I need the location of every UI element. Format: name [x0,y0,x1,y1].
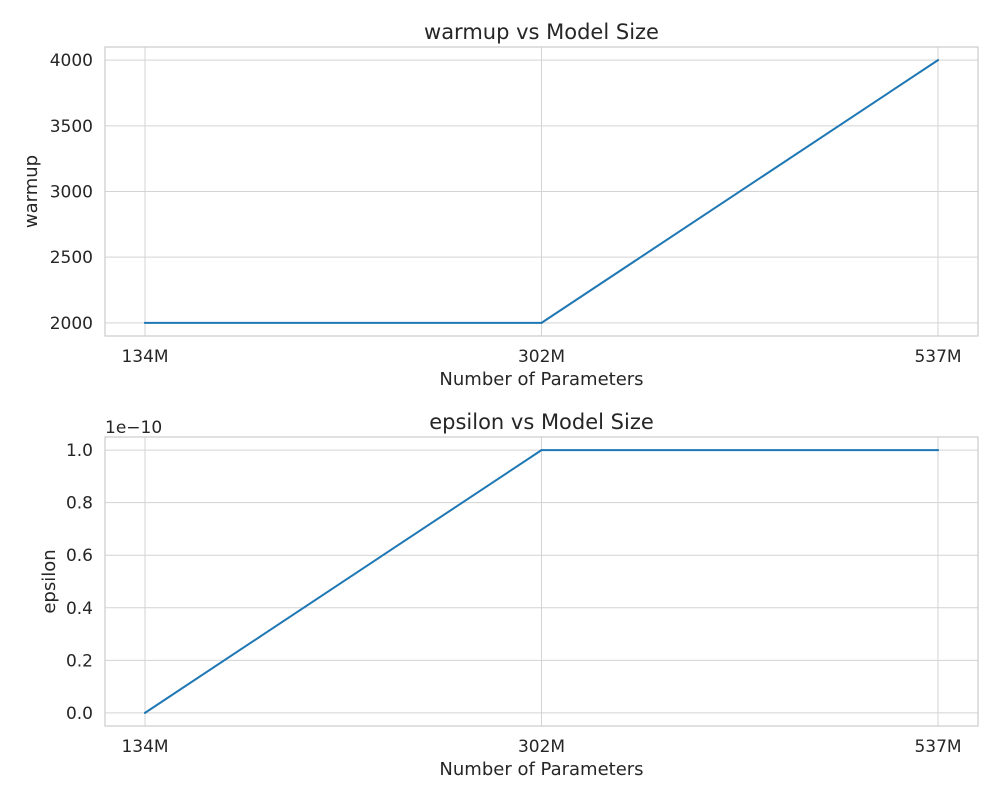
epsilon-y-axis-label: epsilon [39,549,60,613]
warmup-chart-title: warmup vs Model Size [424,20,659,44]
warmup-data-point [540,321,543,324]
epsilon-y-tick-label: 0.2 [66,651,93,671]
warmup-chart: 2000 2500 3000 3500 4000 134M 302M 537M warmup v… [21,20,979,390]
warmup-y-tick-label: 3500 [50,117,93,137]
epsilon-data-point [937,449,939,452]
epsilon-data-point [540,449,543,452]
warmup-y-tick-label: 2500 [50,248,93,268]
warmup-data-point [144,321,146,324]
warmup-x-tick-label: 134M [121,347,168,367]
warmup-x-axis-label: Number of Parameters [439,369,643,390]
epsilon-y-tick-label: 0.4 [66,599,93,619]
epsilon-offset-text: 1e−10 [105,418,162,438]
warmup-y-axis-label: warmup [21,155,42,228]
epsilon-data-point [144,711,146,714]
warmup-y-tick-label: 2000 [50,314,93,334]
epsilon-x-tick-label: 302M [518,737,565,757]
epsilon-y-tick-label: 0.0 [66,704,93,724]
epsilon-x-tick-label: 537M [914,737,961,757]
warmup-x-tick-label: 302M [518,347,565,367]
epsilon-x-axis-label: Number of Parameters [439,759,643,780]
warmup-y-tick-label: 4000 [50,51,93,71]
epsilon-y-tick-label: 0.8 [66,494,93,514]
epsilon-chart-title: epsilon vs Model Size [429,410,654,434]
epsilon-chart: 0.0 0.2 0.4 0.6 0.8 1.0 134M 302M 537M epsilon vs… [39,410,979,780]
warmup-data-point [937,59,939,62]
warmup-plot-frame [104,46,979,337]
warmup-y-tick-label: 3000 [50,183,93,203]
epsilon-plot-frame [104,436,979,727]
epsilon-y-tick-label: 1.0 [66,441,93,461]
warmup-x-tick-label: 537M [914,347,961,367]
epsilon-x-tick-label: 134M [121,737,168,757]
epsilon-y-tick-label: 0.6 [66,546,93,566]
